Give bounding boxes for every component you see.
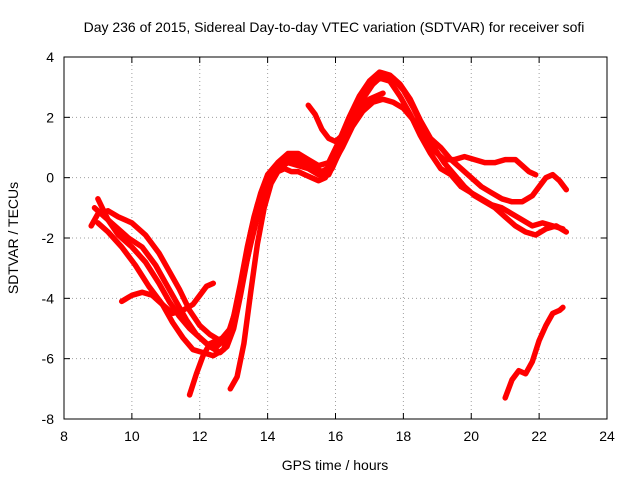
y-tick-label: 0 <box>46 170 54 186</box>
x-tick-labels: 8 10 12 14 16 18 20 22 24 <box>60 428 615 444</box>
x-tick-label: 18 <box>396 428 412 444</box>
y-tick-label: -6 <box>42 351 55 367</box>
data-series-track-8 <box>305 90 386 145</box>
y-tick-label: -2 <box>42 230 55 246</box>
chart-title: Day 236 of 2015, Sidereal Day-to-day VTE… <box>84 19 585 35</box>
data-series-track-4 <box>95 72 570 359</box>
data-series-track-5 <box>118 280 217 317</box>
y-tick-label: -8 <box>42 411 55 427</box>
y-tick-labels: -8 -6 -4 -2 0 2 4 <box>42 49 55 427</box>
data-series-track-9 <box>502 304 566 401</box>
data-series-track-7 <box>227 165 329 392</box>
x-tick-label: 20 <box>463 428 479 444</box>
ticks <box>63 56 608 420</box>
y-tick-label: -4 <box>42 290 55 306</box>
x-tick-label: 8 <box>60 428 68 444</box>
y-axis-title: SDTVAR / TECUs <box>5 182 21 294</box>
x-axis-title: GPS time / hours <box>282 457 389 473</box>
y-tick-label: 2 <box>46 109 54 125</box>
x-tick-label: 14 <box>260 428 276 444</box>
x-tick-label: 16 <box>328 428 344 444</box>
x-tick-label: 22 <box>531 428 547 444</box>
y-tick-label: 4 <box>46 49 54 65</box>
data-series-track-2 <box>91 69 570 350</box>
grid <box>64 57 607 419</box>
data-layer <box>88 69 570 401</box>
x-tick-label: 12 <box>192 428 208 444</box>
x-tick-label: 24 <box>599 428 615 444</box>
data-series-track-6 <box>186 334 227 398</box>
x-tick-label: 10 <box>124 428 140 444</box>
